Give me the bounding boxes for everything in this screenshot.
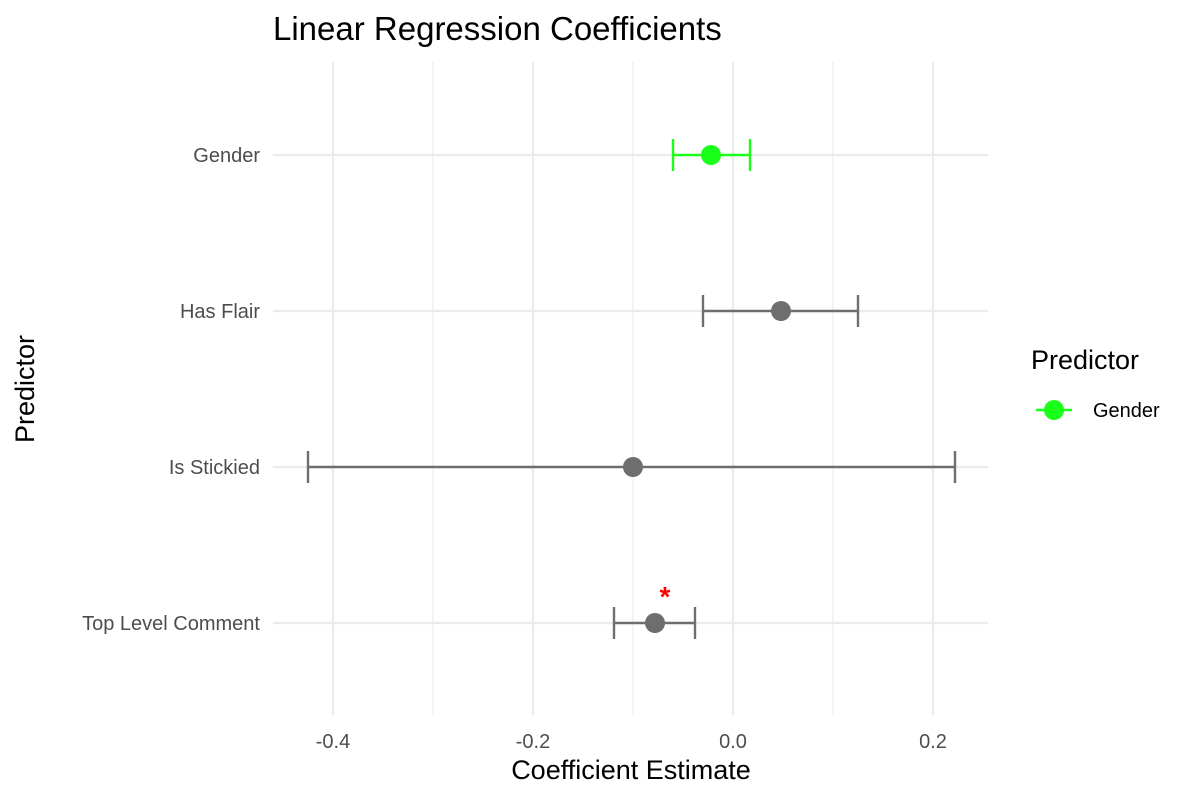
legend-title: Predictor [1031, 345, 1139, 375]
x-axis-tick-labels: -0.4 -0.2 0.0 0.2 [316, 731, 947, 753]
legend-key-point [1044, 400, 1064, 420]
y-axis-title: Predictor [10, 335, 40, 443]
coefficient-marks: * [306, 139, 957, 639]
legend-entries: Gender [1036, 400, 1160, 422]
x-tick-label: -0.4 [316, 731, 350, 753]
estimate-point [645, 613, 665, 633]
y-tick-label: Has Flair [180, 301, 260, 323]
estimate-point [701, 145, 721, 165]
legend-label: Gender [1093, 400, 1160, 422]
chart-title: Linear Regression Coefficients [273, 10, 722, 47]
y-axis-tick-labels: Gender Has Flair Is Stickied Top Level Comm… [82, 145, 260, 635]
coefficient-gender [671, 139, 752, 171]
legend: Predictor Gender [1031, 345, 1160, 422]
x-tick-label: 0.0 [719, 731, 747, 753]
estimate-point [771, 301, 791, 321]
y-tick-label: Top Level Comment [82, 613, 260, 635]
coefficient-has-flair [701, 295, 860, 327]
x-tick-label: 0.2 [919, 731, 947, 753]
y-tick-label: Gender [193, 145, 260, 167]
y-tick-label: Is Stickied [169, 457, 260, 479]
grid-lines [273, 62, 988, 715]
legend-key: Gender [1036, 400, 1160, 422]
coefficient-is-stickied [306, 451, 957, 483]
x-axis-title: Coefficient Estimate [511, 755, 751, 785]
coefficient-top-level-comment: * [612, 581, 697, 639]
significance-marker: * [660, 581, 671, 612]
estimate-point [623, 457, 643, 477]
x-tick-label: -0.2 [516, 731, 550, 753]
